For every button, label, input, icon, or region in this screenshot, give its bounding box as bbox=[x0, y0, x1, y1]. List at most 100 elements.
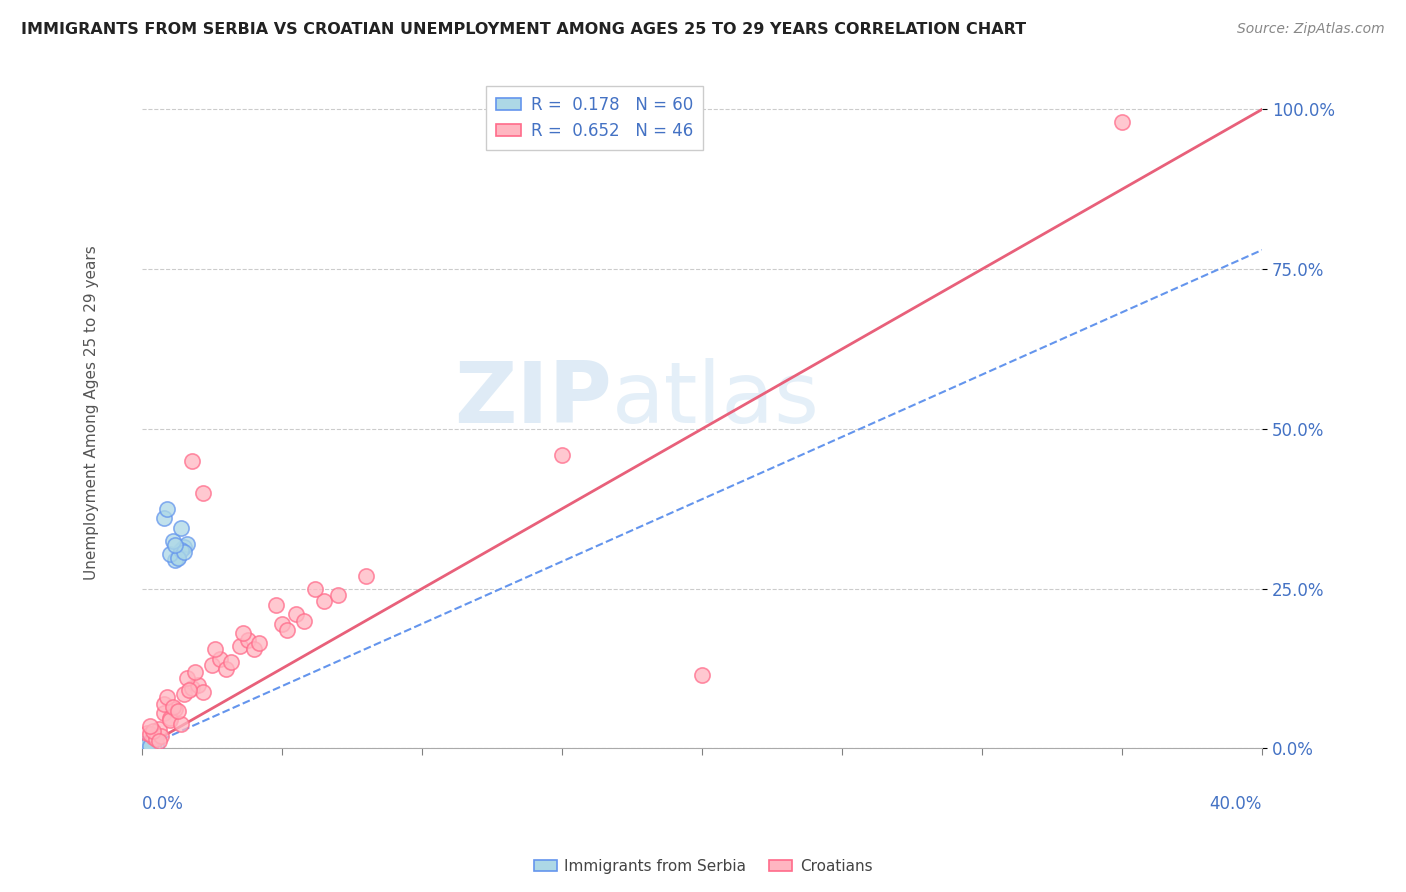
Point bbox=[136, 739, 159, 753]
Point bbox=[162, 700, 184, 714]
Point bbox=[153, 511, 176, 525]
Point bbox=[221, 655, 243, 669]
Point bbox=[136, 738, 159, 752]
Point bbox=[184, 665, 207, 679]
Point bbox=[136, 739, 159, 753]
Point bbox=[136, 739, 159, 753]
Point bbox=[139, 727, 162, 741]
Point bbox=[165, 702, 187, 716]
Point bbox=[232, 626, 254, 640]
Point bbox=[134, 739, 156, 753]
Point bbox=[139, 739, 162, 754]
Point bbox=[170, 521, 193, 535]
Point bbox=[134, 737, 156, 751]
Point bbox=[142, 723, 165, 738]
Point bbox=[136, 739, 159, 753]
Point bbox=[193, 486, 215, 500]
Point bbox=[139, 739, 162, 753]
Point bbox=[170, 717, 193, 731]
Point bbox=[193, 685, 215, 699]
Point bbox=[153, 697, 176, 711]
Point bbox=[249, 636, 271, 650]
Point bbox=[134, 738, 156, 752]
Point bbox=[551, 448, 574, 462]
Point bbox=[139, 739, 162, 753]
Point bbox=[179, 682, 201, 697]
Point bbox=[134, 739, 156, 753]
Text: IMMIGRANTS FROM SERBIA VS CROATIAN UNEMPLOYMENT AMONG AGES 25 TO 29 YEARS CORREL: IMMIGRANTS FROM SERBIA VS CROATIAN UNEMP… bbox=[21, 22, 1026, 37]
Point bbox=[145, 739, 167, 753]
Text: Source: ZipAtlas.com: Source: ZipAtlas.com bbox=[1237, 22, 1385, 37]
Point bbox=[136, 739, 159, 754]
Point bbox=[136, 739, 159, 753]
Text: 40.0%: 40.0% bbox=[1209, 796, 1263, 814]
Point bbox=[136, 740, 159, 755]
Point bbox=[134, 738, 156, 752]
Legend: Immigrants from Serbia, Croatians: Immigrants from Serbia, Croatians bbox=[527, 853, 879, 880]
Point bbox=[162, 533, 184, 548]
Point bbox=[134, 738, 156, 752]
Point bbox=[136, 737, 159, 751]
Point bbox=[153, 706, 176, 721]
Point bbox=[170, 543, 193, 558]
Point bbox=[139, 719, 162, 733]
Text: Unemployment Among Ages 25 to 29 years: Unemployment Among Ages 25 to 29 years bbox=[84, 245, 98, 581]
Point bbox=[292, 614, 315, 628]
Point bbox=[264, 598, 287, 612]
Point bbox=[243, 642, 266, 657]
Text: atlas: atlas bbox=[613, 358, 820, 441]
Point bbox=[150, 729, 173, 743]
Point bbox=[229, 639, 252, 653]
Point bbox=[176, 671, 198, 685]
Point bbox=[136, 739, 159, 754]
Point bbox=[136, 739, 159, 753]
Point bbox=[690, 668, 713, 682]
Point bbox=[181, 681, 204, 695]
Point bbox=[187, 677, 209, 691]
Point bbox=[201, 658, 224, 673]
Point bbox=[142, 730, 165, 744]
Point bbox=[326, 588, 349, 602]
Point bbox=[139, 739, 162, 753]
Point bbox=[167, 549, 190, 564]
Point bbox=[238, 632, 260, 647]
Point bbox=[134, 737, 156, 751]
Point bbox=[1111, 115, 1133, 129]
Point bbox=[136, 739, 159, 754]
Point bbox=[354, 569, 377, 583]
Point bbox=[270, 616, 292, 631]
Point bbox=[173, 540, 195, 554]
Point bbox=[134, 738, 156, 752]
Point bbox=[145, 731, 167, 746]
Point bbox=[215, 662, 238, 676]
Point bbox=[165, 553, 187, 567]
Point bbox=[134, 737, 156, 751]
Point bbox=[136, 736, 159, 750]
Point bbox=[134, 739, 156, 753]
Point bbox=[134, 739, 156, 754]
Point bbox=[136, 738, 159, 752]
Point bbox=[165, 538, 187, 552]
Point bbox=[148, 734, 170, 748]
Point bbox=[139, 739, 162, 754]
Point bbox=[134, 737, 156, 751]
Point bbox=[134, 738, 156, 752]
Point bbox=[312, 594, 335, 608]
Point bbox=[134, 738, 156, 752]
Point bbox=[136, 739, 159, 753]
Point bbox=[142, 740, 165, 755]
Point bbox=[173, 544, 195, 558]
Point bbox=[159, 711, 181, 725]
Point bbox=[134, 739, 156, 753]
Point bbox=[156, 690, 179, 705]
Point bbox=[284, 607, 307, 622]
Point bbox=[176, 537, 198, 551]
Point bbox=[209, 652, 232, 666]
Text: ZIP: ZIP bbox=[454, 358, 613, 441]
Point bbox=[304, 582, 326, 596]
Point bbox=[142, 739, 165, 753]
Point bbox=[139, 739, 162, 753]
Point bbox=[139, 739, 162, 754]
Point bbox=[173, 687, 195, 701]
Point bbox=[139, 739, 162, 753]
